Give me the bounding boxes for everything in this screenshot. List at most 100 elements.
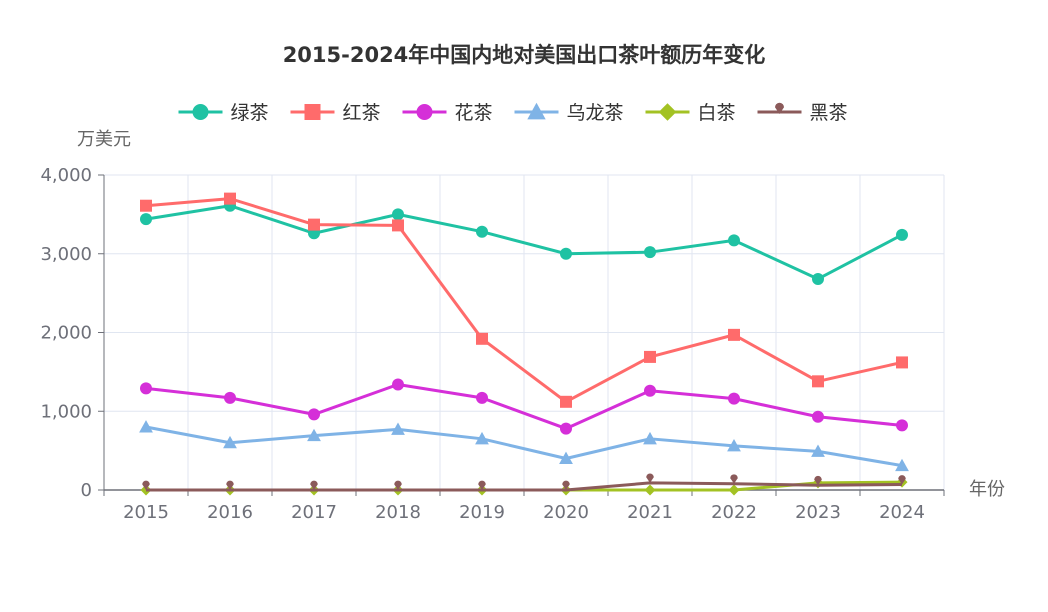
data-point: [814, 475, 822, 486]
x-tick-label: 2018: [375, 502, 421, 523]
legend-swatch-marker: [658, 103, 677, 121]
data-point: [142, 480, 150, 490]
data-point: [139, 420, 153, 433]
y-tick-label: 1,000: [40, 401, 92, 422]
legend-swatch-marker: [527, 102, 546, 120]
data-point: [224, 391, 236, 404]
data-point: [812, 272, 824, 285]
chart-title: 2015-2024年中国内地对美国出口茶叶额历年变化: [283, 43, 766, 67]
data-point: [898, 475, 906, 485]
legend: 绿茶 红茶 花茶 乌龙茶 白茶 黑茶: [178, 102, 848, 124]
legend-label: 红茶: [343, 102, 381, 124]
legend-label: 黑茶: [810, 102, 848, 124]
legend-swatch-marker: [192, 104, 209, 120]
legend-item-4: 白茶: [645, 102, 736, 124]
series-layer: [139, 192, 909, 496]
data-point: [307, 428, 321, 442]
data-point: [140, 382, 152, 395]
data-point: [727, 439, 741, 452]
x-tick-label: 2023: [795, 502, 841, 523]
data-point: [394, 480, 402, 490]
series-line: [145, 197, 903, 404]
data-point: [308, 218, 320, 231]
data-point: [392, 219, 404, 232]
data-point: [308, 408, 320, 421]
series-line: [145, 425, 903, 468]
data-point: [475, 431, 489, 445]
legend-label: 白茶: [698, 102, 736, 124]
x-tick-label: 2021: [627, 502, 673, 523]
data-point: [644, 384, 656, 397]
data-point: [812, 410, 824, 423]
data-point: [392, 208, 404, 221]
series-2: [140, 378, 908, 435]
data-point: [476, 391, 488, 404]
legend-label: 花茶: [455, 102, 493, 124]
data-point: [895, 458, 909, 472]
data-point: [391, 422, 405, 435]
data-point: [478, 480, 486, 490]
legend-item-2: 花茶: [402, 102, 493, 124]
data-point: [896, 228, 908, 241]
data-point: [392, 378, 404, 391]
data-point: [310, 480, 318, 490]
legend-swatch-marker: [775, 102, 784, 114]
series-line: [146, 481, 903, 492]
x-tick-label: 2015: [123, 502, 169, 523]
y-tick-label: 3,000: [40, 244, 92, 265]
x-tick-label: 2016: [207, 502, 253, 523]
legend-label: 乌龙茶: [567, 102, 624, 124]
data-point: [728, 484, 740, 496]
data-point: [560, 247, 572, 260]
series-5: [142, 473, 906, 492]
legend-item-1: 红茶: [290, 102, 381, 124]
data-point: [896, 356, 908, 369]
data-point: [728, 328, 740, 341]
y-axis-title: 万美元: [77, 129, 131, 150]
data-point: [560, 422, 572, 435]
data-point: [562, 480, 570, 490]
axes: 0 1,000 2,000 3,000 4,000 2015 2016 2017 2018 201…: [40, 165, 945, 523]
legend-item-0: 绿茶: [178, 102, 269, 124]
legend-label: 绿茶: [231, 102, 269, 124]
data-point: [896, 419, 908, 432]
data-point: [728, 234, 740, 247]
grid: [103, 174, 945, 490]
data-point: [560, 395, 572, 408]
x-tick-label: 2022: [711, 502, 757, 523]
x-tick-label: 2017: [291, 502, 337, 523]
data-point: [644, 246, 656, 259]
y-tick-label: 0: [81, 480, 92, 501]
data-point: [646, 473, 654, 483]
series-3: [139, 420, 909, 472]
data-point: [224, 192, 236, 205]
legend-swatch-marker: [304, 104, 321, 120]
data-point: [223, 435, 237, 449]
x-tick-label: 2019: [459, 502, 505, 523]
x-tick-label: 2024: [879, 502, 925, 523]
data-point: [730, 474, 738, 484]
data-point: [559, 451, 573, 465]
data-point: [643, 431, 657, 445]
data-point: [140, 199, 152, 212]
legend-item-3: 乌龙茶: [514, 102, 624, 124]
data-point: [811, 444, 825, 457]
legend-swatch-marker: [416, 104, 433, 120]
x-axis-title: 年份: [969, 479, 1005, 500]
y-tick-label: 2,000: [40, 323, 92, 344]
x-tick-label: 2020: [543, 502, 589, 523]
data-point: [812, 375, 824, 388]
series-line: [145, 382, 903, 431]
data-point: [644, 484, 656, 496]
data-point: [644, 350, 656, 363]
data-point: [476, 332, 488, 345]
data-point: [140, 213, 152, 226]
data-point: [476, 225, 488, 238]
legend-item-5: 黑茶: [757, 102, 848, 124]
y-tick-label: 4,000: [40, 165, 92, 186]
data-point: [226, 480, 234, 490]
series-line: [145, 204, 903, 281]
data-point: [728, 392, 740, 405]
series-1: [140, 192, 908, 408]
